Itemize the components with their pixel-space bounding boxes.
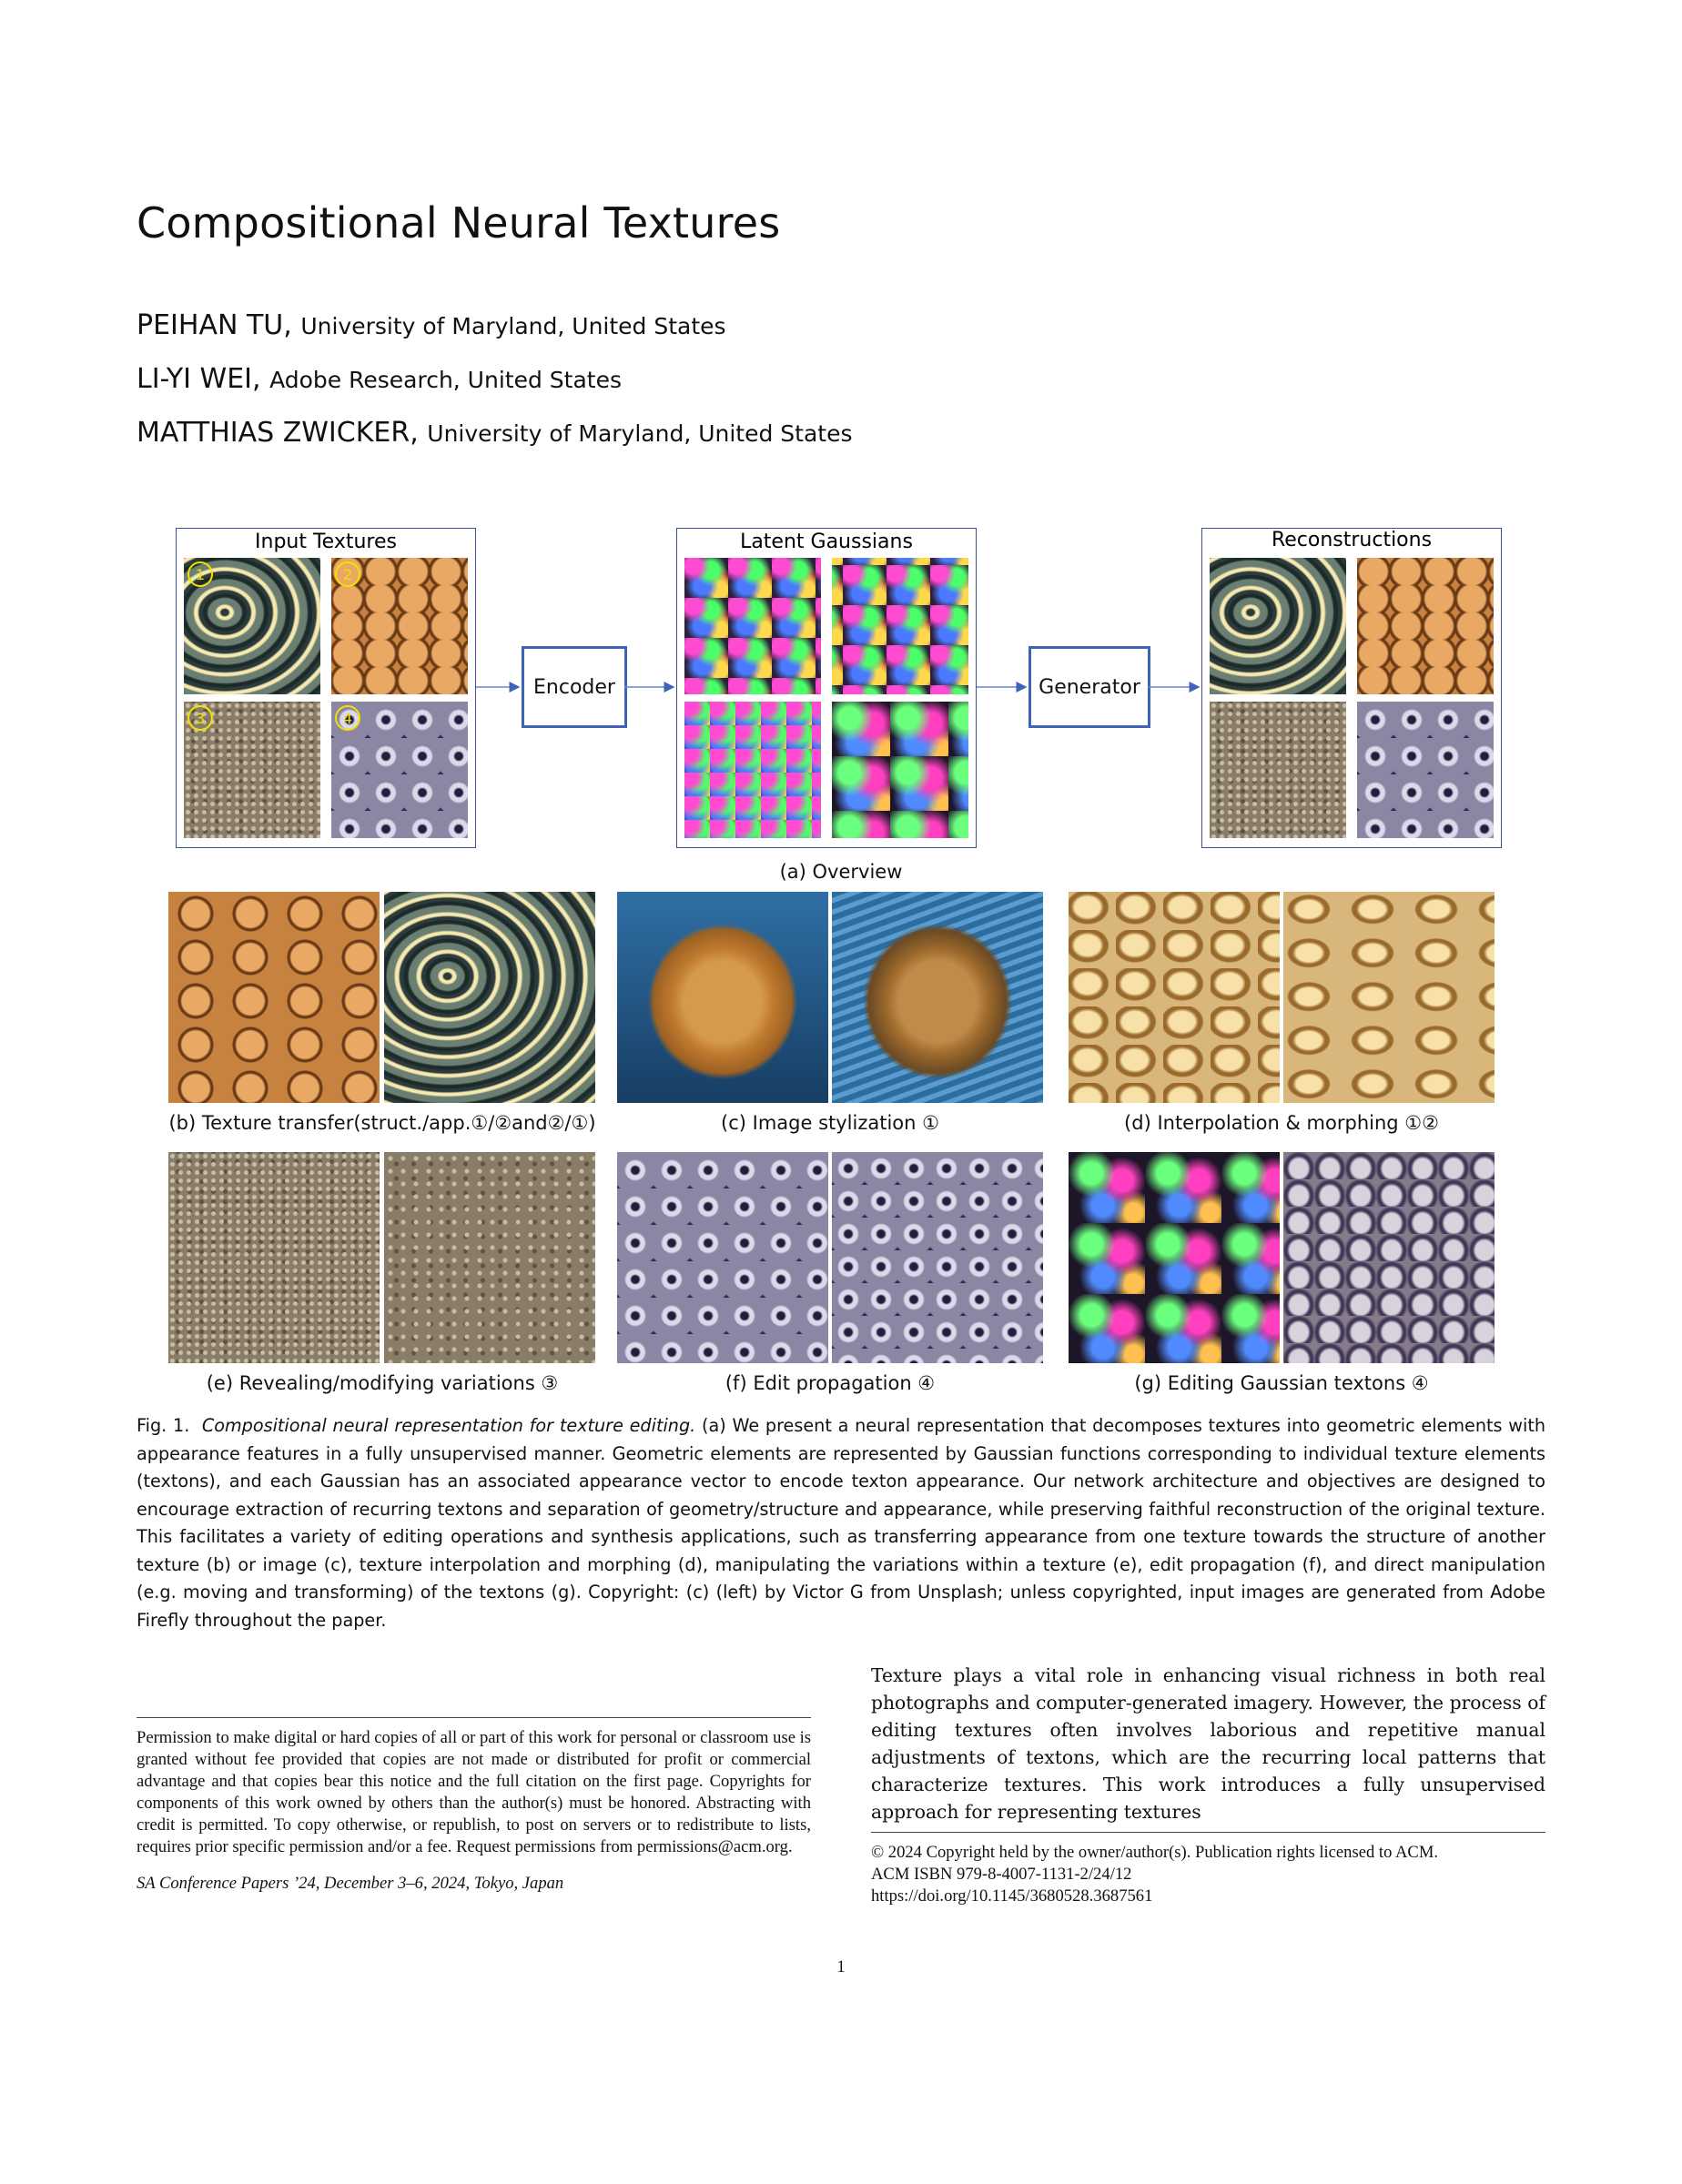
input-textures-title: Input Textures [255, 531, 397, 553]
reconstructions-panel: Reconstructions [1201, 528, 1502, 848]
fig-b-image-2 [384, 892, 595, 1103]
fig-d-image-1 [1069, 892, 1280, 1103]
badge-1: 1 [187, 561, 213, 587]
badge-2: 2 [335, 561, 360, 587]
author-affiliation: Adobe Research, United States [269, 367, 622, 393]
fig-e-image-1 [168, 1152, 380, 1363]
caption-b: (b) Texture transfer(struct./app.①/②and②… [168, 1112, 596, 1134]
input-texture-3: 3 [184, 702, 320, 838]
intro-paragraph: Texture plays a vital role in enhancing … [871, 1664, 1545, 1823]
recon-texture-2 [1357, 558, 1494, 694]
latent-gaussian-4 [832, 702, 968, 838]
caption-f: (f) Edit propagation ④ [724, 1372, 936, 1394]
footnote-rule-right [871, 1832, 1545, 1833]
fig-e-image-2 [384, 1152, 595, 1363]
badge-3: 3 [187, 705, 213, 731]
latent-gaussians-title: Latent Gaussians [740, 531, 913, 553]
caption-a: (a) Overview [779, 861, 903, 883]
conference-note: SA Conference Papers ’24, December 3–6, … [137, 1874, 564, 1893]
caption-d: (d) Interpolation & morphing ①② [1124, 1112, 1439, 1134]
author-1: PEIHAN TU, University of Maryland, Unite… [137, 309, 726, 341]
fig-f-image-2 [832, 1152, 1043, 1363]
figure-caption: Fig. 1. Compositional neural representat… [137, 1412, 1545, 1634]
paper-title: Compositional Neural Textures [137, 198, 781, 248]
latent-gaussian-2 [832, 558, 968, 694]
flow-arrows [476, 682, 1201, 693]
author-name: LI-YI WEI, [137, 363, 261, 395]
footnote-rule-left [137, 1717, 811, 1718]
fig-c-dog-stylized [832, 892, 1043, 1103]
latent-gaussians-panel: Latent Gaussians [676, 528, 977, 848]
input-texture-1: 1 [184, 558, 320, 694]
recon-texture-1 [1210, 558, 1346, 694]
copyright-note: © 2024 Copyright held by the owner/autho… [871, 1843, 1438, 1862]
author-2: LI-YI WEI, Adobe Research, United States [137, 363, 622, 395]
fig-g-texture [1283, 1152, 1495, 1363]
latent-gaussian-3 [684, 702, 821, 838]
caption-e: (e) Revealing/modifying variations ③ [206, 1372, 559, 1394]
recon-texture-3 [1210, 702, 1346, 838]
doi-link[interactable]: https://doi.org/10.1145/3680528.3687561 [871, 1886, 1153, 1906]
isbn-note: ACM ISBN 979-8-4007-1131-2/24/12 [871, 1865, 1132, 1884]
encoder-box: Encoder [522, 646, 627, 728]
input-texture-2: 2 [331, 558, 468, 694]
figure-label: Fig. 1. [137, 1415, 190, 1436]
fig-d-image-2 [1283, 892, 1495, 1103]
recon-texture-4 [1357, 702, 1494, 838]
fig-g-gaussian [1069, 1152, 1280, 1363]
input-textures-panel: Input Textures 1 2 3 4 [176, 528, 476, 848]
fig-b-image-1 [168, 892, 380, 1103]
author-name: MATTHIAS ZWICKER, [137, 417, 419, 449]
figure-caption-title: Compositional neural representation for … [201, 1415, 696, 1436]
author-3: MATTHIAS ZWICKER, University of Maryland… [137, 417, 853, 449]
author-affiliation: University of Maryland, United States [427, 420, 853, 447]
page-number: 1 [836, 1957, 846, 1977]
input-texture-4: 4 [331, 702, 468, 838]
caption-c: (c) Image stylization ① [721, 1112, 939, 1134]
latent-gaussian-1 [684, 558, 821, 694]
badge-4: 4 [335, 705, 360, 731]
reconstructions-title: Reconstructions [1271, 529, 1433, 551]
figure-caption-text: (a) We present a neural representation t… [137, 1415, 1546, 1631]
fig-c-dog-photo [617, 892, 828, 1103]
author-affiliation: University of Maryland, United States [300, 313, 726, 339]
permission-note: Permission to make digital or hard copie… [137, 1728, 812, 1856]
fig-f-image-1 [617, 1152, 828, 1363]
author-name: PEIHAN TU, [137, 309, 292, 341]
caption-g: (g) Editing Gaussian textons ④ [1134, 1372, 1429, 1394]
